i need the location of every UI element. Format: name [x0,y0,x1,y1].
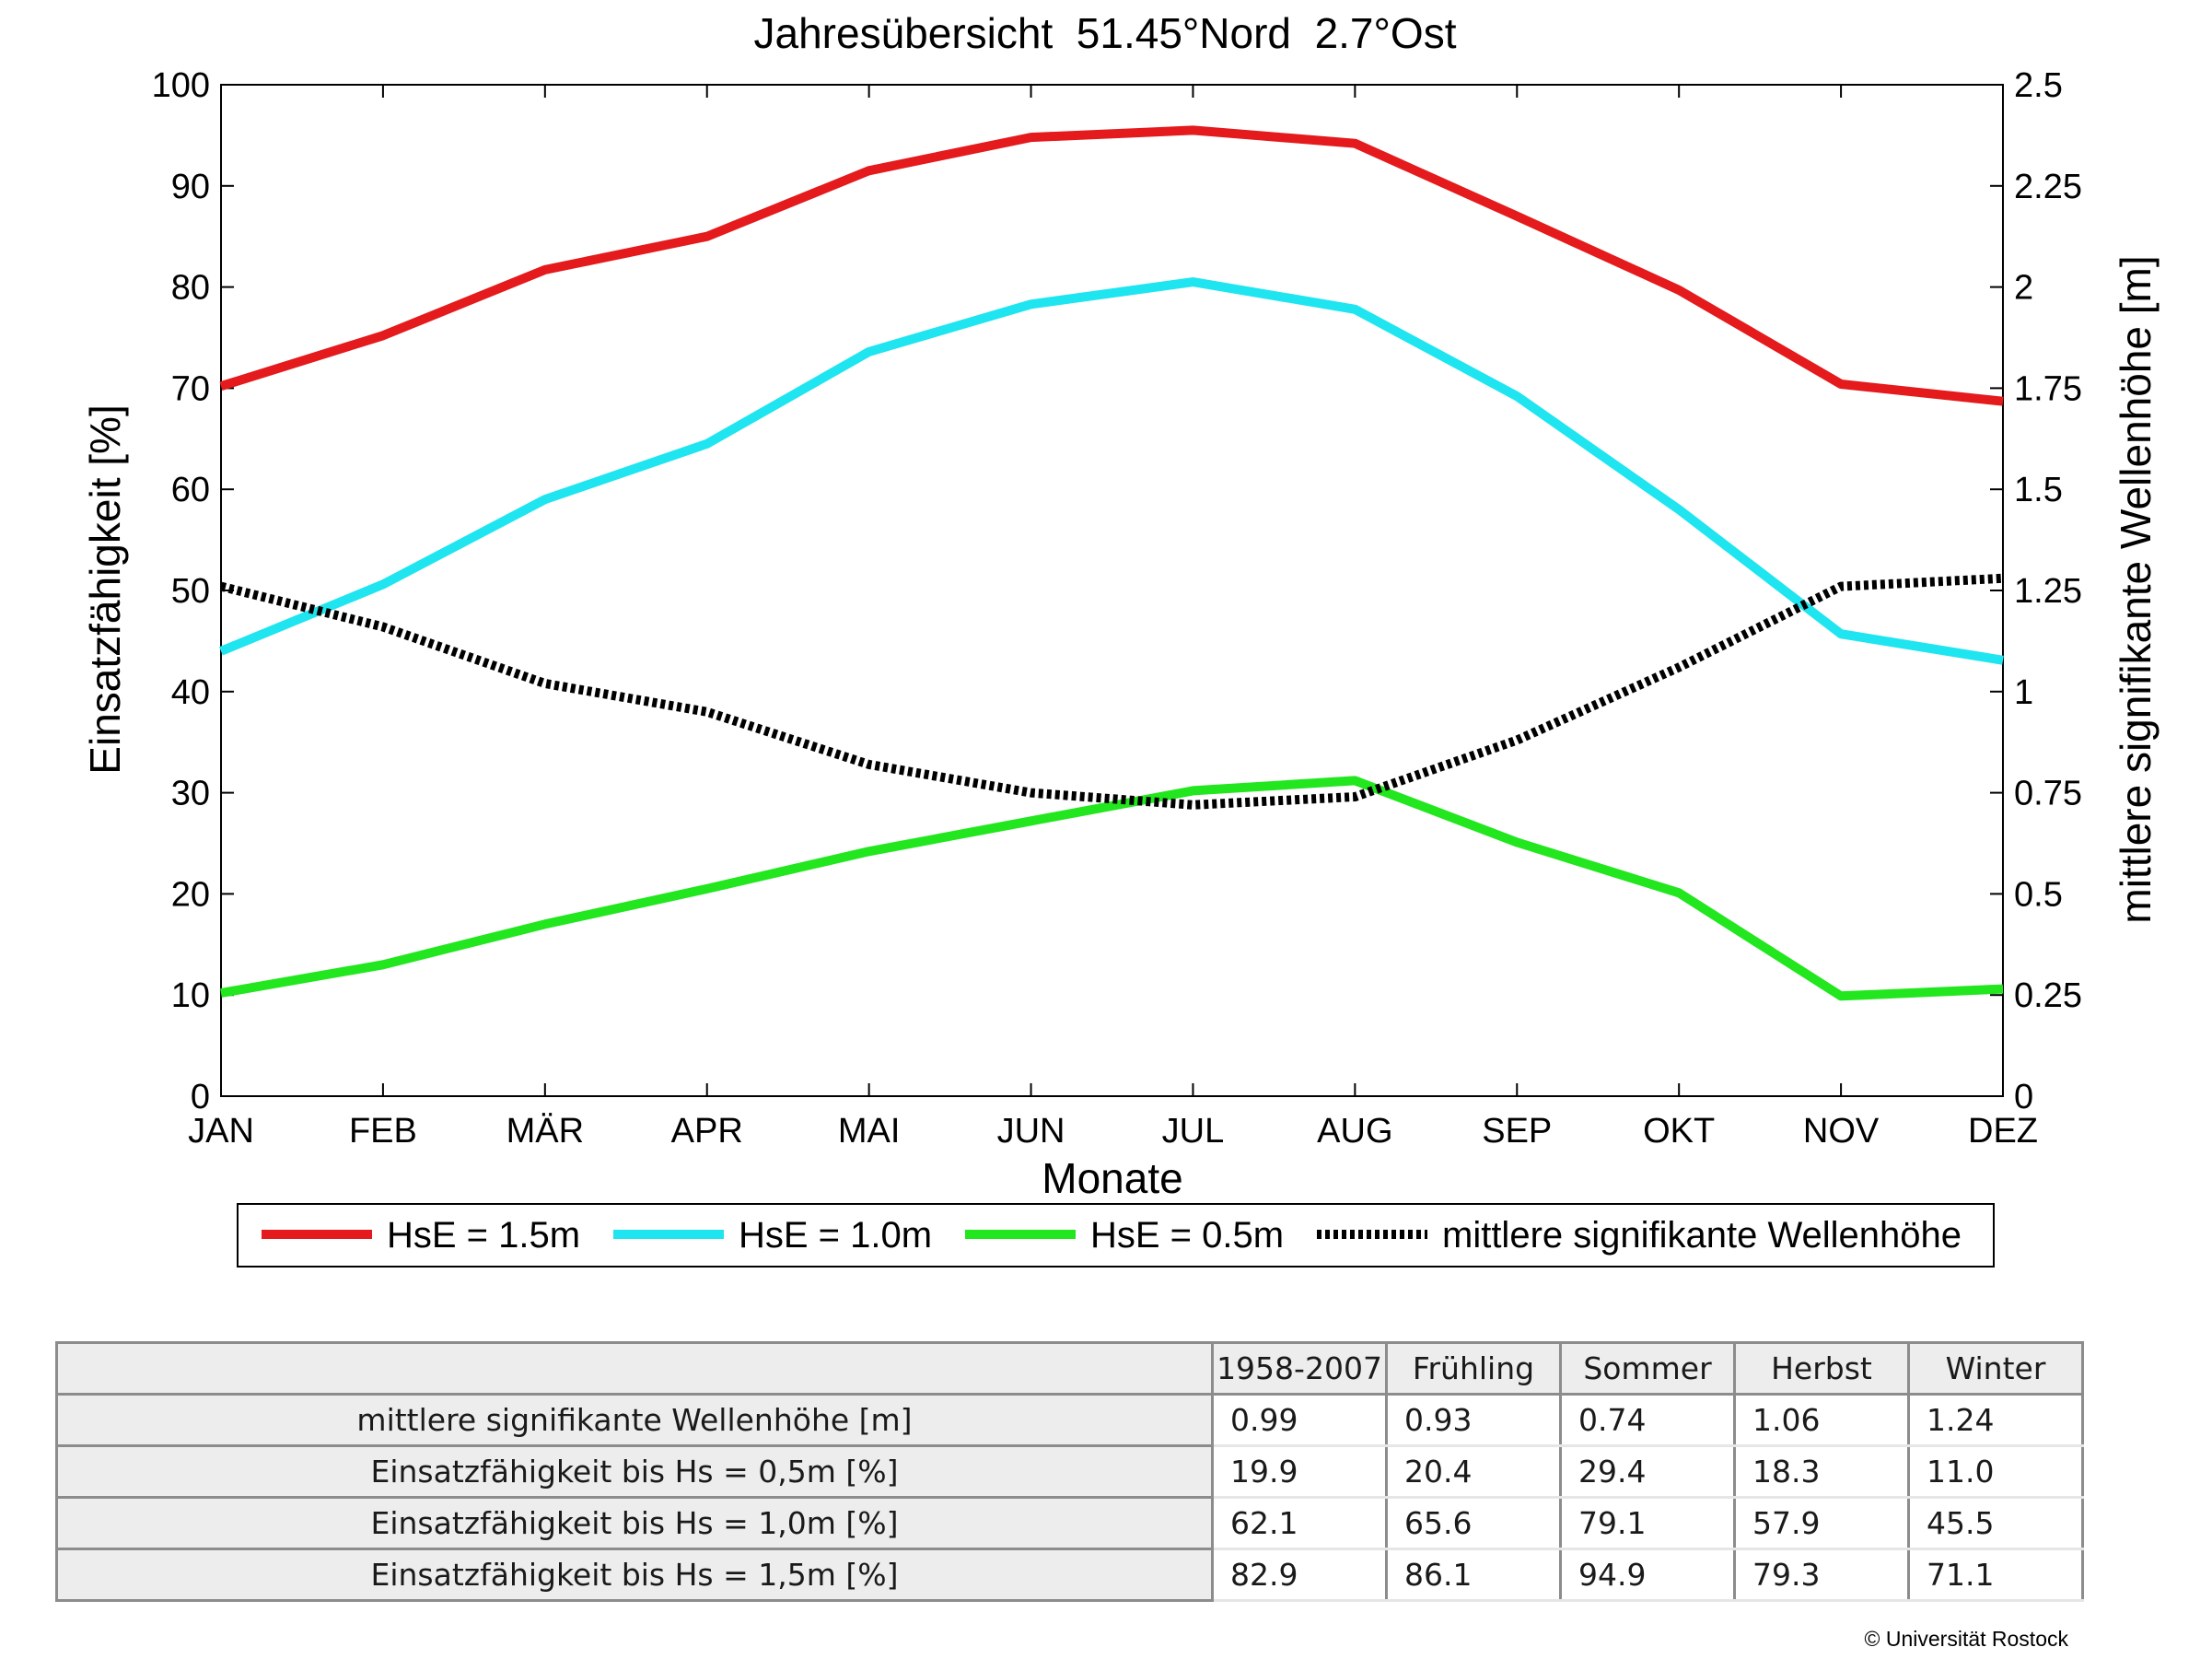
table-cell: 1.06 [1733,1393,1910,1447]
y-tick-label-right: 1.75 [2014,369,2082,408]
x-tick-label: DEZ [1968,1112,2038,1151]
plot-frame [220,84,2004,1097]
plot-area [220,84,2004,1097]
table-cell: 79.3 [1733,1548,1910,1602]
x-tick-label: SEP [1482,1112,1552,1151]
legend-box [237,1203,1995,1268]
chart-title: Jahresübersicht 51.45°Nord 2.7°Ost [754,9,1457,57]
table-cell: 62.1 [1211,1496,1388,1550]
table-cell: 57.9 [1733,1496,1910,1550]
x-tick-label: OKT [1643,1112,1715,1151]
y-tick-label-right: 0.25 [2014,976,2082,1015]
y-tick-label-left: 80 [171,269,210,308]
x-axis-title: Monate [1042,1154,1182,1202]
y-tick-label-left: 30 [171,775,210,813]
y-tick-label-right: 2 [2014,269,2033,308]
y-tick-label-right: 1 [2014,673,2033,712]
series-line-2 [219,277,2004,665]
table-cell: 20.4 [1385,1444,1562,1499]
stats-table: 1958-2007 Frühling Sommer Herbst Winter … [55,1341,2084,1602]
table-header-period: 1958-2007 [1211,1341,1388,1396]
y-tick-label-left: 70 [171,369,210,408]
y-tick-label-right: 1.25 [2014,572,2082,611]
y-tick-label-left: 40 [171,673,210,712]
table-cell: 86.1 [1385,1548,1562,1602]
x-tick-label: AUG [1317,1112,1392,1151]
table-row: Einsatzfähigkeit bis Hs = 1,0m [%] 62.1 … [55,1496,2084,1550]
x-tick-label: APR [671,1112,743,1151]
x-tick-label: NOV [1803,1112,1880,1151]
table-cell: 45.5 [1907,1496,2084,1550]
legend-label: HsE = 0.5m [1090,1215,1284,1256]
table-header-autumn: Herbst [1733,1341,1910,1396]
y-tick-label-right: 0.5 [2014,875,2063,914]
table-row: mittlere signifikante Wellenhöhe [m] 0.9… [55,1393,2084,1447]
y-tick-label-right: 2.25 [2014,168,2082,206]
y-tick-label-left: 90 [171,168,210,206]
table-cell: 79.1 [1559,1496,1736,1550]
y-tick-label-right: 0.75 [2014,775,2082,813]
table-cell: 71.1 [1907,1548,2084,1602]
y-tick-label-right: 0 [2014,1078,2033,1116]
x-tick-label: JAN [188,1112,254,1151]
x-tick-label: MÄR [506,1112,584,1151]
table-header-summer: Sommer [1559,1341,1736,1396]
table-header-winter: Winter [1907,1341,2084,1396]
table-cell: 11.0 [1907,1444,2084,1499]
table-cell: 0.93 [1385,1393,1562,1447]
y-tick-label-right: 2.5 [2014,66,2063,105]
y-tick-label-left: 10 [171,976,210,1015]
table-cell: 0.74 [1559,1393,1736,1447]
table-cell: 0.99 [1211,1393,1388,1447]
y-tick-label-left: 100 [152,66,210,105]
table-row-label: Einsatzfähigkeit bis Hs = 1,0m [%] [55,1496,1214,1550]
series-lines [219,125,2004,1001]
table-row: Einsatzfähigkeit bis Hs = 0,5m [%] 19.9 … [55,1444,2084,1499]
table-header-spring: Frühling [1385,1341,1562,1396]
x-tick-label: JUL [1162,1112,1225,1151]
y-tick-label-right: 1.5 [2014,471,2063,509]
legend-label: mittlere signifikante Wellenhöhe [1442,1215,1962,1256]
x-tick-label: JUN [997,1112,1065,1151]
y-tick-label-left: 20 [171,875,210,914]
table-cell: 94.9 [1559,1548,1736,1602]
y-tick-label-left: 50 [171,572,210,611]
series-line-1 [219,125,2004,406]
y-tick-label-left: 60 [171,471,210,509]
y-axis-right-title: mittlere signifikante Wellenhöhe [m] [2112,255,2160,923]
chart: Jahresübersicht 51.45°Nord 2.7°Ost JAN FE… [81,9,2160,1268]
legend: HsE = 1.5m HsE = 1.0m HsE = 0.5m mittlere s… [237,1203,1995,1268]
copyright-note: © Universität Rostock [1864,1627,2068,1651]
table-cell: 18.3 [1733,1444,1910,1499]
table-corner-cell [55,1341,1214,1396]
table-cell: 65.6 [1385,1496,1562,1550]
table-row-label: mittlere signifikante Wellenhöhe [m] [55,1393,1214,1447]
table-cell: 29.4 [1559,1444,1736,1499]
x-tick-label: MAI [838,1112,901,1151]
table-cell: 1.24 [1907,1393,2084,1447]
ticks: JAN FEB MÄR APR MAI JUN JUL AUG SEP OKT NOV DEZ0102… [152,66,2082,1151]
y-tick-label-left: 0 [191,1078,210,1116]
y-axis-left-title: Einsatzfähigkeit [%] [81,404,129,774]
table-cell: 19.9 [1211,1444,1388,1499]
legend-label: HsE = 1.5m [387,1215,580,1256]
table-cell: 82.9 [1211,1548,1388,1602]
table-row-label: Einsatzfähigkeit bis Hs = 0,5m [%] [55,1444,1214,1499]
series-line-4 [219,573,2004,810]
x-tick-label: FEB [349,1112,417,1151]
table-header-row: 1958-2007 Frühling Sommer Herbst Winter [55,1341,2084,1396]
legend-label: HsE = 1.0m [739,1215,932,1256]
series-line-3 [220,776,2004,1001]
table-row-label: Einsatzfähigkeit bis Hs = 1,5m [%] [55,1548,1214,1602]
table-row: Einsatzfähigkeit bis Hs = 1,5m [%] 82.9 … [55,1548,2084,1602]
